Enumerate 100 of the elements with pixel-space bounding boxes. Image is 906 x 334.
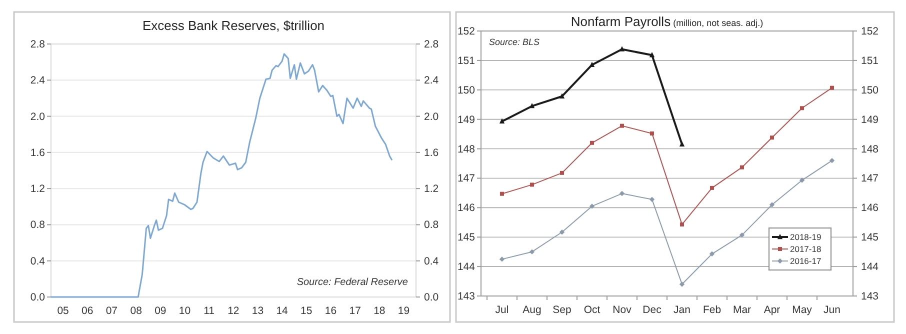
y-tick-label: 145 xyxy=(457,232,476,244)
y-tick-label: 144 xyxy=(457,261,476,274)
x-tick-label: Dec xyxy=(642,304,662,316)
x-tick-label: 15 xyxy=(300,305,312,317)
point xyxy=(710,186,714,190)
point xyxy=(830,86,834,90)
y2-tick-label: 0.0 xyxy=(424,292,439,304)
y2-tick-label: 144 xyxy=(861,261,879,274)
y-tick-label: 2.0 xyxy=(30,110,46,123)
point xyxy=(739,232,745,238)
x-tick-label: Feb xyxy=(702,304,722,316)
point xyxy=(559,230,565,235)
x-tick-label: 18 xyxy=(374,305,386,317)
point xyxy=(590,140,594,145)
x-tick-label: 19 xyxy=(398,305,410,317)
y2-tick-label: 2.8 xyxy=(424,38,439,50)
x-tick-label: 07 xyxy=(106,305,118,317)
y-tick-label: 2.8 xyxy=(30,38,46,50)
y2-tick-label: 150 xyxy=(861,84,879,96)
y2-tick-label: 149 xyxy=(861,114,879,126)
x-tick-label: Sep xyxy=(552,304,572,316)
point xyxy=(500,192,504,196)
x-tick-label: May xyxy=(792,304,813,316)
point xyxy=(499,256,505,262)
x-tick-label: Apr xyxy=(764,304,781,316)
x-tick-label: Jan xyxy=(674,304,691,316)
x-tick-label: Oct xyxy=(584,304,600,316)
y2-tick-label: 2.0 xyxy=(424,110,439,123)
point xyxy=(799,178,805,183)
y-tick-label: 1.2 xyxy=(30,183,46,196)
x-tick-label: 17 xyxy=(349,305,362,317)
point xyxy=(829,158,835,164)
x-tick-label: 06 xyxy=(82,305,94,317)
x-tick-label: Nov xyxy=(612,304,632,316)
annotation: Source: BLS xyxy=(489,37,540,47)
y-tick-label: 0.4 xyxy=(30,255,46,268)
y-tick-label: 150 xyxy=(457,84,476,96)
legend-label: 2017-18 xyxy=(790,244,822,254)
y-tick-label: 147 xyxy=(457,172,476,185)
y-tick-label: 146 xyxy=(457,202,476,214)
y-tick-label: 2.4 xyxy=(30,74,46,87)
y-tick-label: 151 xyxy=(457,54,476,67)
y-tick-label: 0.0 xyxy=(30,292,46,304)
point xyxy=(559,93,565,98)
x-tick-label: 10 xyxy=(178,305,191,317)
point xyxy=(530,182,534,187)
y-tick-label: 1.6 xyxy=(30,146,46,159)
point xyxy=(769,202,775,208)
x-tick-label: 16 xyxy=(324,305,337,317)
y-tick-label: 148 xyxy=(457,143,476,156)
point xyxy=(680,222,684,226)
point xyxy=(560,170,564,175)
chart-title: Nonfarm Payrolls xyxy=(570,14,671,29)
x-tick-label: 11 xyxy=(204,305,215,317)
x-tick-label: 13 xyxy=(252,305,264,317)
x-tick-label: Mar xyxy=(732,304,752,316)
y2-tick-label: 146 xyxy=(861,202,879,214)
point xyxy=(619,46,625,52)
x-tick-label: 14 xyxy=(276,305,288,317)
point xyxy=(679,282,685,287)
y-tick-label: 143 xyxy=(457,290,476,302)
y2-tick-label: 152 xyxy=(861,26,879,38)
y2-tick-label: 145 xyxy=(861,232,879,244)
point xyxy=(589,204,595,209)
y2-tick-label: 143 xyxy=(861,290,879,302)
x-tick-label: Aug xyxy=(522,304,542,316)
chart-subtitle: (million, not seas. adj.) xyxy=(670,18,764,28)
y2-tick-label: 1.2 xyxy=(424,183,439,196)
y2-tick-label: 147 xyxy=(861,172,879,185)
y2-tick-label: 151 xyxy=(861,54,879,67)
y2-tick-label: 0.4 xyxy=(424,255,439,268)
y2-tick-label: 2.4 xyxy=(424,74,439,87)
x-tick-label: 08 xyxy=(130,305,142,317)
point xyxy=(649,196,655,202)
y-tick-label: 149 xyxy=(457,114,476,126)
point xyxy=(620,124,624,128)
point xyxy=(709,251,715,256)
x-tick-label: Jun xyxy=(824,304,841,316)
legend-label: 2016-17 xyxy=(790,256,822,266)
point xyxy=(649,52,655,58)
point xyxy=(770,136,774,140)
point xyxy=(650,131,654,136)
point xyxy=(800,106,804,110)
x-tick-label: 09 xyxy=(154,305,166,317)
legend-label: 2018-19 xyxy=(790,232,822,242)
x-tick-label: 12 xyxy=(228,305,240,317)
point xyxy=(499,118,505,124)
y2-tick-label: 0.8 xyxy=(424,219,439,232)
y-tick-label: 0.8 xyxy=(30,219,46,232)
point xyxy=(529,249,535,254)
point xyxy=(529,102,535,108)
point xyxy=(740,165,744,170)
point xyxy=(619,190,625,196)
x-tick-label: 05 xyxy=(57,305,70,317)
x-tick-label: Jul xyxy=(495,304,509,316)
annotation: Source: Federal Reserve xyxy=(296,277,408,288)
chart-title: Excess Bank Reserves, $trillion xyxy=(142,18,325,33)
point xyxy=(679,141,685,146)
y2-tick-label: 148 xyxy=(861,143,879,156)
y-tick-label: 152 xyxy=(457,26,476,38)
